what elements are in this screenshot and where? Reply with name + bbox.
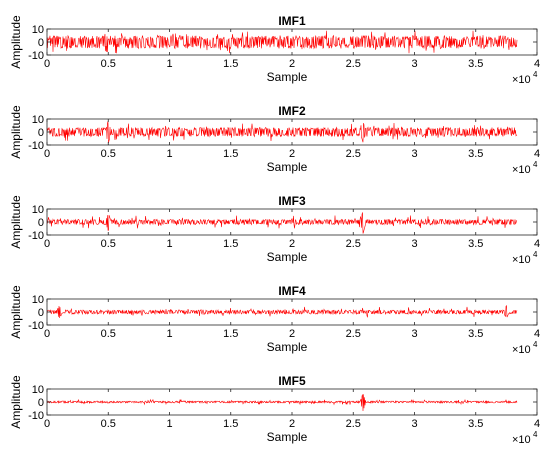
y-tick-label: 0 (38, 127, 44, 139)
x-axis-label: Sample (267, 250, 308, 264)
x-tick-label: 3 (411, 238, 417, 250)
x-tick-label: 2 (289, 418, 295, 430)
x-axis-label: Sample (267, 160, 308, 174)
x-tick-label: 1 (166, 148, 172, 160)
x-tick-label: 0.5 (101, 238, 116, 250)
x-tick-label: 2.5 (346, 328, 361, 340)
x-tick-label: 2 (289, 328, 295, 340)
x-tick-label: 1 (166, 58, 172, 70)
x-tick-label: 3 (411, 418, 417, 430)
x-tick-label: 4 (534, 238, 540, 250)
subplot-title: IMF4 (278, 284, 306, 298)
signal-trace (46, 121, 518, 143)
y-tick-label: 10 (32, 114, 44, 126)
subplot-title: IMF2 (278, 104, 306, 118)
subplot-title: IMF1 (278, 14, 306, 28)
x-tick-label: 4 (534, 418, 540, 430)
y-tick-label: 0 (38, 307, 44, 319)
x-exponent-power: 4 (533, 250, 538, 259)
x-exponent-power: 4 (533, 430, 538, 439)
y-tick-label: -10 (28, 140, 44, 152)
x-exponent-label: ×10 (512, 74, 531, 86)
y-axis-label: Amplitude (9, 105, 23, 159)
y-tick-label: -10 (28, 410, 44, 422)
signal-trace (46, 394, 518, 411)
x-tick-label: 0.5 (101, 148, 116, 160)
x-tick-label: 0 (44, 328, 50, 340)
subplot-title: IMF5 (278, 374, 306, 388)
x-tick-label: 1.5 (223, 238, 238, 250)
y-tick-label: 0 (38, 217, 44, 229)
y-tick-label: -10 (28, 230, 44, 242)
y-axis-label: Amplitude (9, 285, 23, 339)
x-tick-label: 1 (166, 418, 172, 430)
x-tick-label: 1 (166, 238, 172, 250)
y-tick-label: 10 (32, 204, 44, 216)
x-axis-label: Sample (267, 340, 308, 354)
x-exponent-power: 4 (533, 340, 538, 349)
x-tick-label: 1.5 (223, 58, 238, 70)
x-axis-label: Sample (267, 70, 308, 84)
y-tick-label: 10 (32, 294, 44, 306)
x-tick-label: 0.5 (101, 58, 116, 70)
y-tick-label: 10 (32, 384, 44, 396)
x-tick-label: 2.5 (346, 148, 361, 160)
x-exponent-label: ×10 (512, 434, 531, 446)
x-tick-label: 1.5 (223, 418, 238, 430)
y-tick-label: -10 (28, 320, 44, 332)
x-tick-label: 4 (534, 58, 540, 70)
x-tick-label: 2.5 (346, 418, 361, 430)
x-tick-label: 2.5 (346, 238, 361, 250)
y-tick-label: 0 (38, 37, 44, 49)
x-tick-label: 3 (411, 148, 417, 160)
subplot-title: IMF3 (278, 194, 306, 208)
x-exponent-label: ×10 (512, 164, 531, 176)
x-tick-label: 2 (289, 58, 295, 70)
x-tick-label: 3.5 (468, 148, 483, 160)
x-tick-label: 2.5 (346, 58, 361, 70)
y-tick-label: -10 (28, 50, 44, 62)
x-axis-label: Sample (267, 430, 308, 444)
x-exponent-label: ×10 (512, 344, 531, 356)
signal-trace (46, 305, 518, 318)
x-tick-label: 0 (44, 238, 50, 250)
x-tick-label: 4 (534, 328, 540, 340)
x-tick-label: 3.5 (468, 328, 483, 340)
x-tick-label: 3 (411, 328, 417, 340)
y-axis-label: Amplitude (9, 375, 23, 429)
x-tick-label: 1 (166, 328, 172, 340)
x-tick-label: 3.5 (468, 418, 483, 430)
y-tick-label: 10 (32, 24, 44, 36)
y-tick-label: 0 (38, 397, 44, 409)
x-tick-label: 0 (44, 418, 50, 430)
x-tick-label: 2 (289, 238, 295, 250)
x-exponent-label: ×10 (512, 254, 531, 266)
x-exponent-power: 4 (533, 70, 538, 79)
x-tick-label: 3.5 (468, 238, 483, 250)
y-axis-label: Amplitude (9, 15, 23, 69)
x-tick-label: 0 (44, 148, 50, 160)
x-tick-label: 2 (289, 148, 295, 160)
signal-trace (46, 212, 518, 234)
x-tick-label: 0 (44, 58, 50, 70)
x-tick-label: 4 (534, 148, 540, 160)
y-axis-label: Amplitude (9, 195, 23, 249)
x-tick-label: 1.5 (223, 328, 238, 340)
x-tick-label: 1.5 (223, 148, 238, 160)
signal-trace (46, 30, 518, 54)
x-exponent-power: 4 (533, 160, 538, 169)
x-tick-label: 3.5 (468, 58, 483, 70)
x-tick-label: 0.5 (101, 418, 116, 430)
x-tick-label: 0.5 (101, 328, 116, 340)
x-tick-label: 3 (411, 58, 417, 70)
